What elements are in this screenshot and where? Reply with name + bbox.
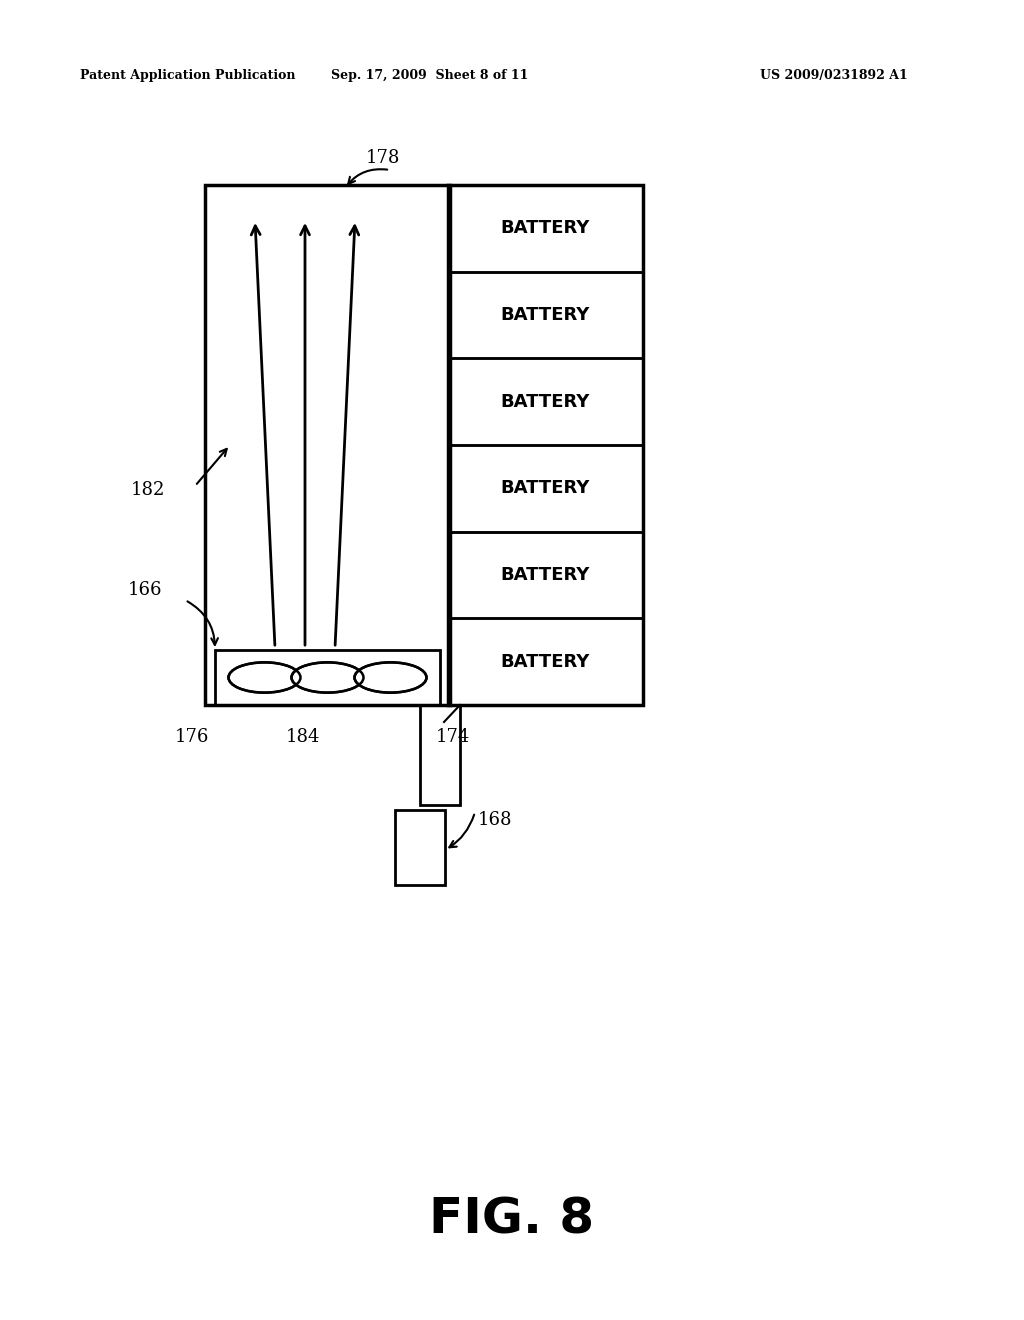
Text: 178: 178 [366,149,400,168]
Text: Sep. 17, 2009  Sheet 8 of 11: Sep. 17, 2009 Sheet 8 of 11 [332,69,528,82]
Bar [420,705,460,805]
Bar [449,618,643,705]
Bar [215,649,440,705]
Bar [395,810,445,884]
Text: FIG. 8: FIG. 8 [429,1196,595,1243]
Bar [449,272,643,358]
Text: BATTERY: BATTERY [501,566,590,583]
Text: 184: 184 [286,729,321,746]
Text: 174: 174 [436,729,470,746]
Ellipse shape [354,663,427,693]
Text: BATTERY: BATTERY [501,652,590,671]
Text: 176: 176 [175,729,209,746]
Text: BATTERY: BATTERY [501,479,590,498]
Ellipse shape [228,663,300,693]
Ellipse shape [292,663,364,693]
Bar [449,185,643,705]
Bar [449,532,643,618]
Bar [449,445,643,532]
Bar [449,185,643,272]
Text: Patent Application Publication: Patent Application Publication [80,69,296,82]
Text: 166: 166 [128,581,162,599]
Text: BATTERY: BATTERY [501,306,590,323]
Text: BATTERY: BATTERY [501,219,590,238]
Text: 168: 168 [478,810,512,829]
Text: US 2009/0231892 A1: US 2009/0231892 A1 [760,69,907,82]
Bar [205,185,450,705]
Text: BATTERY: BATTERY [501,392,590,411]
Bar [449,358,643,445]
Text: 182: 182 [131,480,165,499]
